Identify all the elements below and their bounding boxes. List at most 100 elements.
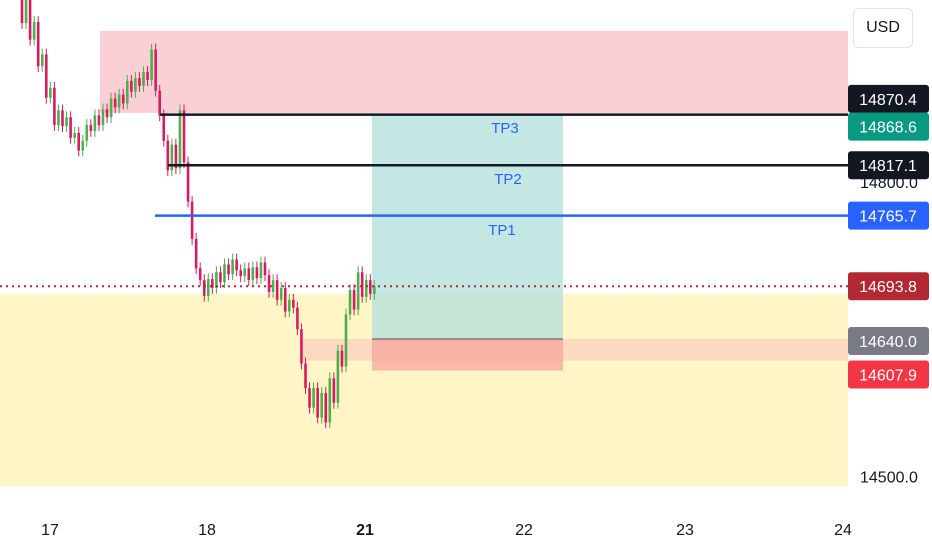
candle-body <box>344 314 348 367</box>
candle-body <box>352 289 356 310</box>
candle-body <box>81 140 85 151</box>
price-axis[interactable]: 14800.0 14500.0 <box>860 175 918 486</box>
candle-body <box>292 299 295 308</box>
candle-body <box>178 110 182 169</box>
candle-body <box>117 94 121 108</box>
candle-body <box>369 280 372 294</box>
currency-button[interactable]: USD <box>853 8 913 48</box>
tp-label-tp3: TP3 <box>491 120 519 137</box>
stop-zone <box>372 339 563 371</box>
candle-body <box>113 98 117 108</box>
candle-body <box>320 392 323 418</box>
x-tick-label: 21 <box>356 522 374 539</box>
candle-body <box>101 109 105 126</box>
candle-body <box>219 272 222 283</box>
candle-body <box>223 264 226 283</box>
candle-body <box>170 144 174 171</box>
price-tag <box>848 201 929 230</box>
candle-body <box>239 270 242 277</box>
candle-body <box>227 264 230 275</box>
candle-body <box>235 259 238 271</box>
price-tag-label: 14607.9 <box>859 368 917 385</box>
candle-body <box>373 286 376 294</box>
candle-body <box>251 267 255 281</box>
candle-body <box>77 132 80 151</box>
candle-body <box>340 350 344 367</box>
tp-label-tp1: TP1 <box>488 222 516 239</box>
candle-body <box>154 49 157 91</box>
candle-body <box>166 140 170 171</box>
candle-body <box>97 115 101 126</box>
candle-body <box>211 279 214 288</box>
candle-body <box>61 110 64 127</box>
candle-body <box>194 238 198 269</box>
price-tag <box>848 151 929 180</box>
candle-body <box>85 125 89 141</box>
time-axis[interactable]: 17 18 21 22 23 24 <box>41 522 852 539</box>
candle-body <box>142 72 145 86</box>
candle-body <box>304 363 307 389</box>
y-tick-label: 14500.0 <box>860 469 918 486</box>
candle-body <box>109 98 113 118</box>
candle-body <box>49 87 52 98</box>
candle-body <box>182 110 186 163</box>
candle-body <box>150 49 153 80</box>
x-tick-label: 24 <box>834 522 852 539</box>
target-zone <box>372 114 563 340</box>
candle-body <box>105 109 109 118</box>
candle-body <box>336 350 340 403</box>
candle-body <box>28 0 32 40</box>
candle-body <box>32 22 36 40</box>
candle-body <box>162 115 166 141</box>
candle-body <box>138 77 141 86</box>
candle-body <box>40 54 44 67</box>
candle-body <box>134 77 137 92</box>
candle-body <box>20 0 24 24</box>
price-tag-label: 14870.4 <box>859 92 917 109</box>
candle-body <box>288 299 291 312</box>
price-tag-label: 14640.0 <box>859 334 917 351</box>
price-tag <box>848 327 929 356</box>
candle-body <box>45 54 48 98</box>
candle-body <box>360 272 364 297</box>
price-tag <box>848 84 929 113</box>
x-tick-label: 22 <box>515 522 533 539</box>
candle-body <box>271 280 275 292</box>
candle-body <box>300 329 303 364</box>
candle-body <box>69 117 72 138</box>
candle-body <box>121 94 125 104</box>
candle-body <box>65 117 68 127</box>
long-position-tool[interactable] <box>372 114 563 371</box>
candle-body <box>324 392 328 423</box>
candle-body <box>332 378 336 403</box>
candles-layer <box>20 0 376 429</box>
candle-body <box>146 72 149 80</box>
candle-body <box>348 289 352 315</box>
take-profit-labels: TP3 TP2 TP1 <box>488 120 522 239</box>
supply-zone <box>100 30 848 113</box>
price-tags-layer: 14870.4 14868.6 14817.1 14765.7 14693.8 14640… <box>848 84 929 389</box>
candle-body <box>202 280 206 296</box>
price-tag <box>848 272 929 301</box>
candle-body <box>259 262 263 279</box>
candle-body <box>328 378 332 423</box>
candle-body <box>73 132 76 138</box>
candle-body <box>130 80 133 92</box>
candle-body <box>267 275 271 292</box>
price-tag <box>848 360 929 389</box>
candle-body <box>356 272 360 310</box>
candle-body <box>126 80 129 104</box>
candle-body <box>312 388 315 408</box>
candle-body <box>57 110 60 126</box>
candle-body <box>243 268 247 277</box>
candle-body <box>89 125 93 131</box>
candle-body <box>158 90 161 116</box>
candle-body <box>93 115 97 131</box>
candle-body <box>186 162 190 202</box>
price-tag <box>848 112 929 141</box>
x-tick-label: 23 <box>676 522 694 539</box>
price-tag-label: 14817.1 <box>859 158 917 175</box>
candle-body <box>53 87 56 126</box>
candle-body <box>308 388 311 408</box>
